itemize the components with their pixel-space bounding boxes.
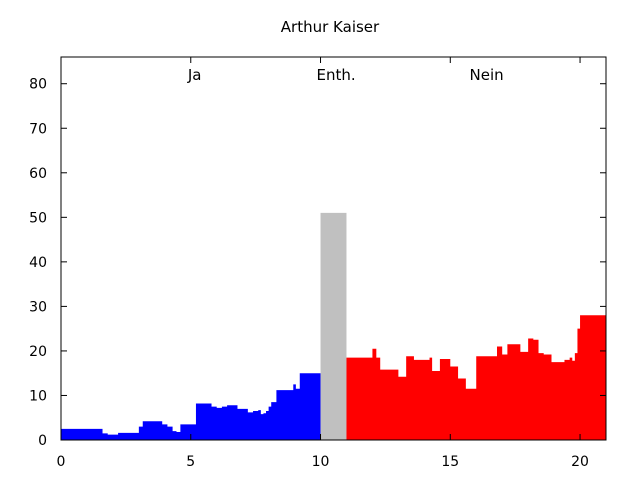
plot-frame [60, 56, 607, 441]
x-tick-label: 15 [441, 454, 459, 470]
y-tick-label: 40 [29, 255, 47, 271]
y-tick-label: 0 [38, 433, 47, 449]
y-tick-label: 80 [29, 77, 47, 93]
y-tick-label: 30 [29, 299, 47, 315]
x-tick-label: 5 [186, 454, 195, 470]
y-tick-label: 60 [29, 166, 47, 182]
x-tick-label: 0 [57, 454, 66, 470]
y-tick-label: 20 [29, 344, 47, 360]
group-label-3: Nein [470, 66, 504, 84]
group-labels: Ja Enth. Nein [187, 66, 504, 84]
y-tick-label: 50 [29, 210, 47, 226]
x-tick-label: 10 [312, 454, 330, 470]
group-label-1: Ja [187, 66, 202, 84]
x-tick-label: 20 [571, 454, 589, 470]
series-area-3 [346, 315, 606, 440]
group-label-2: Enth. [317, 66, 356, 84]
series-area-2 [320, 212, 347, 440]
chart-title: Arthur Kaiser [281, 18, 380, 36]
chart-areas [61, 212, 606, 440]
y-tick-label: 10 [29, 388, 47, 404]
y-tick-label: 70 [29, 121, 47, 137]
series-area-1 [61, 373, 321, 440]
chart-axes: 0 10 20 30 40 50 60 70 80 0 5 10 15 20 [29, 56, 607, 470]
